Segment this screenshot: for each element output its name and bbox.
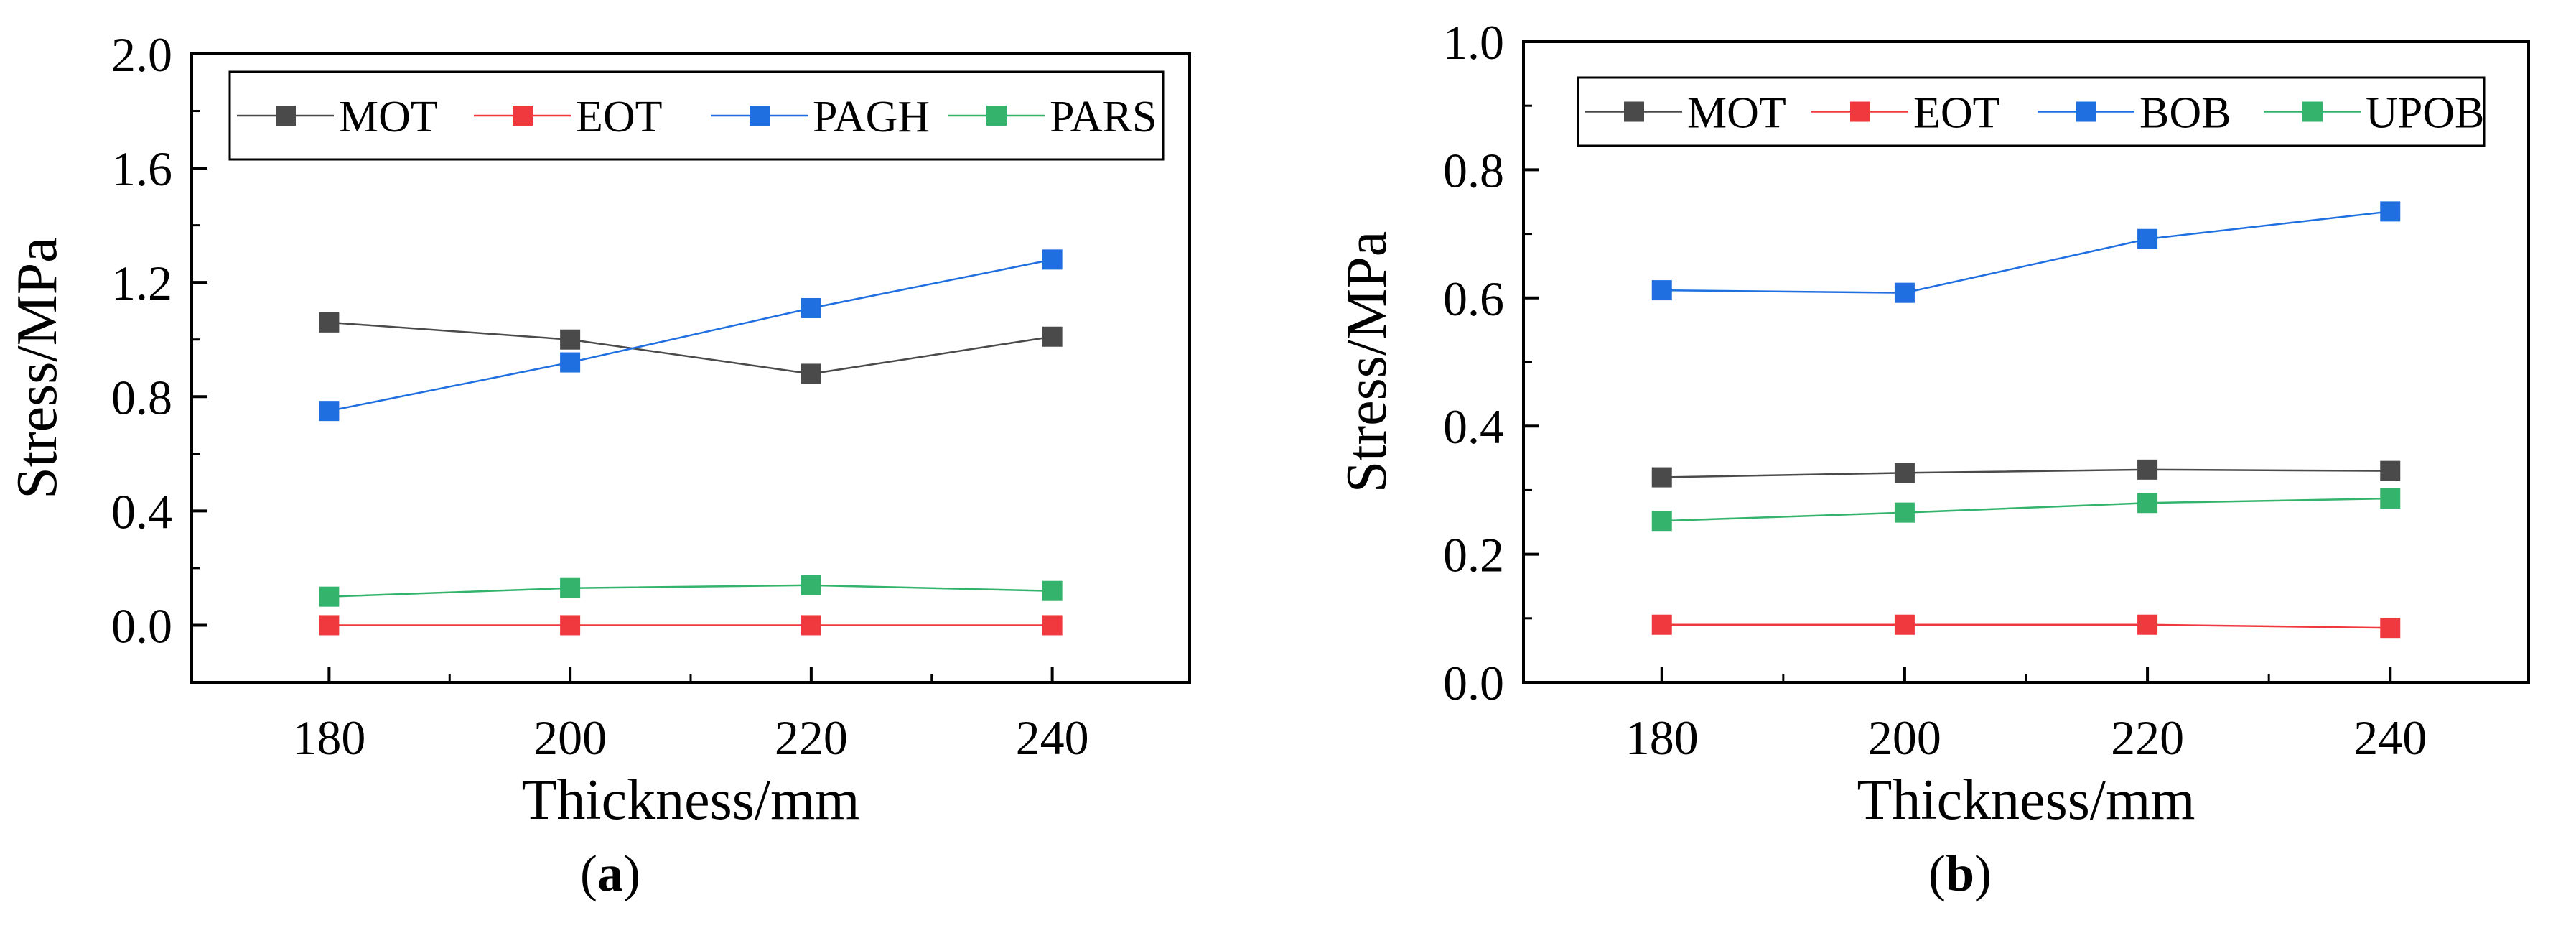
panel-caption: (b)	[1928, 845, 1992, 902]
data-point-eot	[2137, 614, 2158, 635]
x-tick-label: 200	[533, 710, 607, 765]
legend-label-pars: PARS	[1050, 93, 1157, 141]
data-point-eot	[1651, 614, 1672, 635]
y-axis-label: Stress/MPa	[6, 237, 69, 499]
legend-label-eot: EOT	[1913, 89, 2000, 138]
legend-marker-eot	[1850, 101, 1870, 122]
legend-label-eot: EOT	[576, 93, 663, 141]
series-line-pagh	[329, 259, 1053, 412]
x-tick-label: 180	[1625, 710, 1699, 765]
y-tick-label: 1.6	[111, 141, 172, 196]
y-tick-label: 2.0	[111, 27, 172, 82]
data-point-mot	[2380, 460, 2401, 481]
panel-label: b	[1946, 845, 1974, 902]
data-point-pagh	[560, 352, 581, 373]
data-point-eot	[801, 615, 821, 636]
chart-panel-b: 0.0 0.2 0.4 0.6 0.8 1.0 180 200 220 240 MOT EOT BOB U…	[1335, 15, 2530, 902]
x-axis-label: Thickness/mm	[1857, 769, 2195, 832]
y-tick-label: 0.4	[111, 484, 172, 539]
data-point-upob	[2380, 488, 2401, 509]
legend-marker-upob	[2302, 101, 2323, 122]
legend-label-mot: MOT	[1687, 89, 1786, 138]
data-point-eot	[560, 615, 581, 636]
data-point-eot	[2380, 618, 2401, 639]
data-point-mot	[2137, 459, 2158, 480]
data-point-mot	[319, 312, 340, 333]
data-point-upob	[2137, 493, 2158, 514]
series-line-eot	[1661, 623, 2391, 629]
y-axis-label: Stress/MPa	[1335, 231, 1399, 493]
legend-marker-mot	[1624, 101, 1644, 122]
data-point-bob	[1651, 280, 1672, 301]
data-point-bob	[2380, 201, 2401, 222]
x-tick-label: 220	[2111, 710, 2184, 765]
data-point-pagh	[801, 297, 821, 318]
data-point-pars	[1042, 580, 1063, 601]
panel-label: a	[597, 845, 623, 902]
series-line-mot	[1661, 468, 2391, 478]
data-point-upob	[1894, 502, 1915, 523]
data-point-bob	[1894, 282, 1915, 303]
x-tick-label: 200	[1868, 710, 1941, 765]
y-tick-label: 0.6	[1443, 272, 1504, 326]
y-tick-label: 1.0	[1443, 15, 1504, 70]
x-tick-label: 240	[1016, 710, 1089, 765]
data-point-pars	[560, 577, 581, 598]
data-point-mot	[560, 329, 581, 350]
legend-marker-eot	[513, 106, 533, 126]
y-tick-label: 0.8	[1443, 143, 1504, 198]
series-line-mot	[329, 321, 1053, 375]
data-point-pagh	[1042, 249, 1063, 270]
legend-marker-pagh	[750, 106, 770, 126]
y-tick-label: 0.4	[1443, 399, 1504, 454]
legend-marker-bob	[2076, 101, 2096, 122]
data-point-upob	[1651, 511, 1672, 532]
x-tick-label: 220	[775, 710, 848, 765]
data-point-mot	[801, 363, 821, 384]
y-tick-label: 0.0	[1443, 656, 1504, 710]
chart-panel-a: 0.0 0.4 0.8 1.2 1.6 2.0 180 200 220 240 MOT EOT PAGH…	[6, 27, 1191, 902]
data-point-mot	[1651, 467, 1672, 488]
x-axis-label: Thickness/mm	[521, 769, 859, 832]
data-point-bob	[2137, 228, 2158, 249]
data-point-mot	[1042, 326, 1063, 347]
data-point-eot	[1042, 615, 1063, 636]
legend-label-bob: BOB	[2139, 89, 2231, 138]
data-point-mot	[1894, 463, 1915, 483]
y-tick-label: 0.2	[1443, 528, 1504, 583]
legend: MOT EOT BOB UPOB	[1577, 76, 2486, 147]
series-line-pars	[329, 584, 1053, 598]
series-line-bob	[1661, 210, 2391, 294]
legend-marker-mot	[276, 106, 296, 126]
data-point-pars	[801, 575, 821, 595]
legend-label-upob: UPOB	[2366, 89, 2484, 138]
y-tick-label: 0.8	[111, 370, 172, 424]
data-point-eot	[1894, 614, 1915, 635]
data-point-pars	[319, 586, 340, 607]
y-tick-label: 0.0	[111, 598, 172, 653]
legend-label-mot: MOT	[339, 93, 438, 141]
legend-marker-pars	[986, 106, 1007, 126]
series-line-upob	[1661, 497, 2391, 522]
panel-caption: (a)	[580, 845, 640, 902]
legend: MOT EOT PAGH PARS	[228, 70, 1165, 161]
data-point-eot	[319, 615, 340, 636]
data-point-pagh	[319, 401, 340, 422]
x-tick-label: 180	[292, 710, 365, 765]
y-tick-label: 1.2	[111, 256, 172, 310]
x-tick-label: 240	[2353, 710, 2427, 765]
legend-label-pagh: PAGH	[813, 93, 930, 141]
